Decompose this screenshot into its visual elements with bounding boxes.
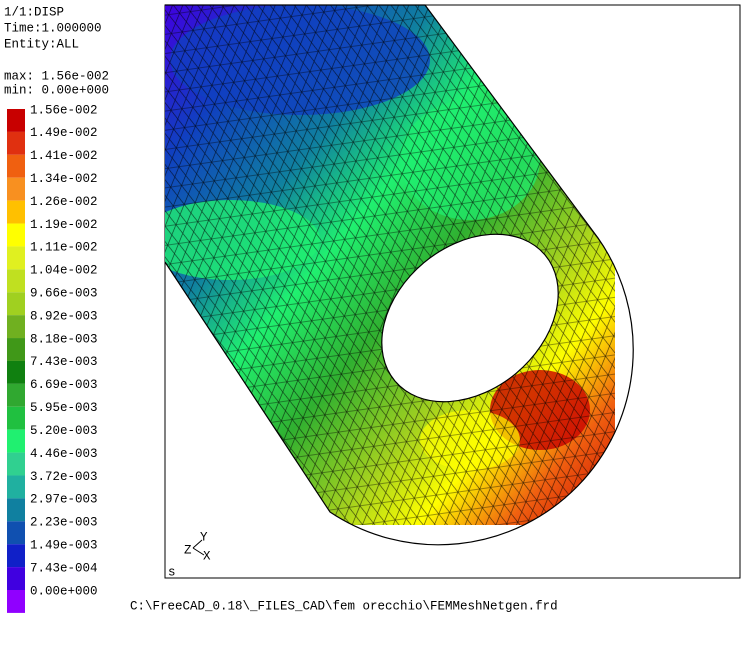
viewport-mark: s: [168, 565, 176, 579]
legend-label: 1.41e-002: [30, 149, 98, 163]
legend-label: 1.49e-003: [30, 538, 98, 552]
legend-swatch: [7, 315, 25, 339]
legend-swatch: [7, 544, 25, 568]
model-outline: [164, 4, 634, 546]
triad-axes: [192, 539, 205, 556]
legend-swatch: [7, 521, 25, 545]
legend-label: 1.34e-002: [30, 172, 98, 186]
legend-label: 3.72e-003: [30, 470, 98, 484]
legend-label: 5.95e-003: [30, 401, 98, 415]
legend-label: 0.00e+000: [30, 584, 98, 598]
legend-swatch: [7, 177, 25, 201]
legend-label: 9.66e-003: [30, 287, 98, 301]
max-label: max: 1.56e-002: [4, 69, 109, 83]
legend-swatch: [7, 498, 25, 522]
legend-swatch: [7, 567, 25, 590]
legend-swatch: [7, 338, 25, 361]
header-line: 1/1:DISP: [4, 5, 64, 19]
header-line: Time:1.000000: [4, 21, 102, 35]
color-legend: 1.56e-002 1.49e-002 1.41e-002 1.34e-002 1.26…: [7, 103, 98, 613]
legend-label: 1.11e-002: [30, 241, 98, 255]
triad-y: Y: [200, 530, 208, 544]
triad-z: Z: [184, 543, 192, 557]
legend-swatch: [7, 131, 25, 155]
legend-label: 7.43e-003: [30, 355, 98, 369]
legend-label: 6.69e-003: [30, 378, 98, 392]
legend-swatch: [7, 269, 25, 293]
legend-swatch: [7, 590, 25, 613]
legend-label: 1.19e-002: [30, 218, 98, 232]
legend-label: 8.92e-003: [30, 309, 98, 323]
legend-swatch: [7, 292, 25, 316]
legend-swatch: [7, 406, 25, 430]
legend-swatch: [7, 452, 25, 476]
legend-swatch: [7, 200, 25, 224]
legend-swatch: [7, 360, 25, 384]
legend-label: 5.20e-003: [30, 424, 98, 438]
legend-swatch: [7, 154, 25, 178]
legend-swatch: [7, 109, 25, 132]
legend-label: 1.56e-002: [30, 103, 98, 117]
legend-label: 1.49e-002: [30, 126, 98, 140]
header-line: Entity:ALL: [4, 37, 79, 51]
legend-label: 4.46e-003: [30, 447, 98, 461]
legend-label: 1.04e-002: [30, 264, 98, 278]
legend-label: 8.18e-003: [30, 332, 98, 346]
min-label: min: 0.00e+000: [4, 83, 109, 97]
legend-label: 2.23e-003: [30, 516, 98, 530]
legend-label: 2.97e-003: [30, 493, 98, 507]
legend-swatch: [7, 383, 25, 407]
legend-swatch: [7, 475, 25, 499]
legend-swatch: [7, 429, 25, 453]
file-path: C:\FreeCAD_0.18\_FILES_CAD\fem orecchio\…: [130, 599, 558, 613]
legend-label: 1.26e-002: [30, 195, 98, 209]
legend-label: 7.43e-004: [30, 561, 98, 575]
legend-swatch: [7, 223, 25, 247]
triad-x: X: [203, 549, 211, 563]
legend-swatch: [7, 246, 25, 270]
